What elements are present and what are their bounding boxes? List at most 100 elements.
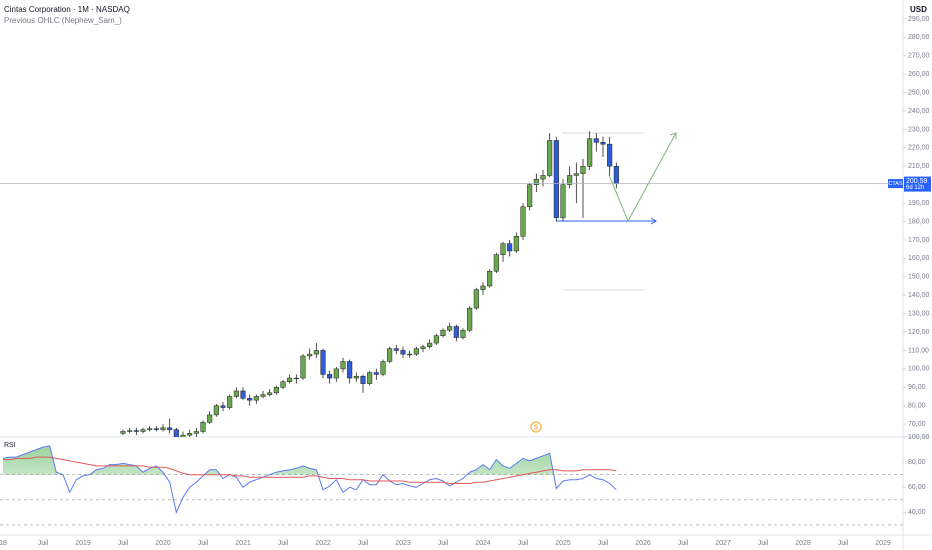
- candle-body: [600, 142, 606, 145]
- candle-body: [407, 353, 413, 356]
- countdown: 6d 12h: [906, 185, 924, 191]
- candle-body: [467, 307, 473, 331]
- candle-body: [493, 254, 499, 272]
- candle-body: [427, 342, 433, 348]
- symbol-label: CTAS: [888, 181, 903, 187]
- arrow-head: [650, 217, 657, 225]
- y-tick-label: 190,00: [908, 200, 930, 207]
- y-tick-label: 60,00: [908, 484, 926, 491]
- candle-body: [247, 398, 253, 401]
- arrow-head: [669, 132, 677, 139]
- y-tick-label: 270,00: [908, 53, 930, 60]
- y-tick-label: 180,00: [908, 218, 930, 225]
- rsi-title: RSI: [4, 442, 16, 449]
- candle-body: [287, 377, 293, 382]
- candle-body: [200, 422, 206, 432]
- candle-body: [227, 396, 233, 408]
- x-tick-label: 2024: [475, 540, 491, 547]
- candle-body: [293, 377, 299, 380]
- x-tick-label: Juil: [678, 540, 689, 547]
- candles: [120, 131, 619, 437]
- candle-body: [260, 394, 266, 397]
- x-tick-label: 2027: [715, 540, 731, 547]
- candle-body: [613, 166, 619, 184]
- y-tick-label: 240,00: [908, 108, 930, 115]
- candle-body: [127, 430, 133, 432]
- price-label: 200,59: [906, 178, 928, 185]
- y-tick-label: 230,00: [908, 126, 930, 133]
- x-tick-label: 2025: [555, 540, 571, 547]
- candle-body: [167, 427, 173, 430]
- x-tick-label: 2029: [875, 540, 891, 547]
- candle-body: [280, 381, 286, 388]
- candle-body: [480, 285, 486, 290]
- x-tick-label: 2019: [75, 540, 91, 547]
- candle-body: [373, 372, 379, 375]
- x-tick-label: 2020: [155, 540, 171, 547]
- candle-body: [500, 243, 506, 255]
- candle-body: [253, 396, 259, 401]
- candle-body: [140, 429, 146, 432]
- y-tick-label: 140,00: [908, 292, 930, 299]
- candle-body: [180, 434, 186, 437]
- candle-body: [487, 270, 493, 287]
- candle-body: [573, 173, 579, 176]
- candle-body: [133, 430, 139, 432]
- y-tick-label: 150,00: [908, 274, 930, 281]
- candle-body: [560, 184, 566, 219]
- x-tick-label: 2028: [795, 540, 811, 547]
- dividend-marker[interactable]: [530, 421, 542, 433]
- y-tick-label: 160,00: [908, 255, 930, 262]
- candle-body: [533, 178, 539, 185]
- candle-body: [233, 390, 239, 397]
- y-tick-label: 90,00: [908, 384, 926, 391]
- x-tick-label: 2021: [235, 540, 251, 547]
- indicator-name: Previous OHLC (Nephew_Sam_): [4, 16, 122, 25]
- price-tag: [904, 176, 931, 192]
- candle-body: [433, 335, 439, 344]
- x-tick-label: Juil: [518, 540, 529, 547]
- candle-body: [420, 346, 426, 349]
- rsi-line: [2, 445, 617, 514]
- candle-body: [240, 390, 246, 399]
- candle-body: [587, 138, 593, 167]
- candle-body: [527, 184, 533, 208]
- candle-body: [160, 427, 166, 430]
- candle-body: [340, 361, 346, 370]
- x-tick-label: 18: [0, 540, 7, 547]
- x-tick-label: Juil: [118, 540, 129, 547]
- candle-body: [367, 372, 373, 384]
- x-tick-label: 2022: [315, 540, 331, 547]
- candle-body: [593, 138, 599, 143]
- candle-body: [520, 206, 526, 237]
- candle-body: [267, 392, 273, 395]
- y-tick-label: 170,00: [908, 237, 930, 244]
- y-tick-label: 110,00: [908, 347, 929, 354]
- y-tick-label: 40,00: [908, 509, 926, 516]
- candle-body: [273, 387, 279, 394]
- candle-body: [440, 329, 446, 336]
- candle-body: [393, 348, 399, 351]
- x-tick-label: Juil: [438, 540, 449, 547]
- x-tick-label: 2023: [395, 540, 411, 547]
- candle-body: [213, 405, 219, 416]
- chart-title: Cintas Corporation · 1M · NASDAQ: [4, 5, 130, 14]
- currency[interactable]: USD: [910, 5, 927, 14]
- symbol-tag: [888, 179, 903, 189]
- x-tick-label: Juil: [758, 540, 769, 547]
- candle-body: [473, 289, 479, 309]
- candle-body: [220, 405, 226, 408]
- candle-body: [453, 326, 459, 338]
- x-tick-label: Juil: [198, 540, 209, 547]
- y-tick-label: 70,00: [908, 421, 926, 428]
- candle-body: [540, 175, 546, 180]
- candle-body: [207, 414, 213, 423]
- candle-body: [193, 431, 199, 434]
- candle-body: [413, 348, 419, 355]
- drawings: [556, 132, 677, 291]
- y-tick-label: 80,00: [908, 459, 926, 466]
- x-tick-label: Juil: [358, 540, 369, 547]
- drawing-arrow: [608, 132, 677, 223]
